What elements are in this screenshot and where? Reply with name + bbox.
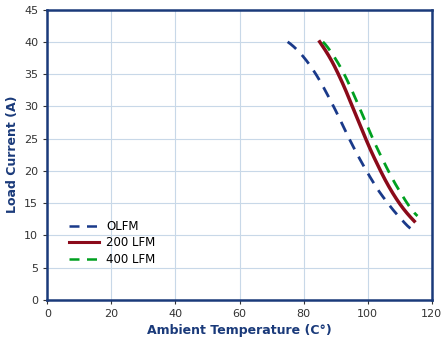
Y-axis label: Load Current (A): Load Current (A): [5, 96, 18, 213]
X-axis label: Ambient Temperature (C°): Ambient Temperature (C°): [147, 324, 332, 338]
Legend: OLFM, 200 LFM, 400 LFM: OLFM, 200 LFM, 400 LFM: [65, 215, 160, 271]
